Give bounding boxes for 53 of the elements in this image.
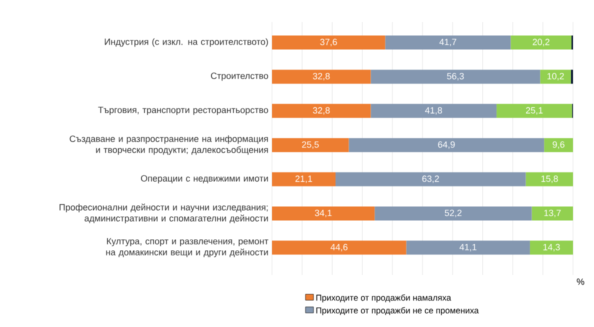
data-label: 37,6 <box>320 38 337 46</box>
bar <box>530 240 574 255</box>
data-label: 41,1 <box>460 244 476 252</box>
bar <box>370 104 497 118</box>
bar <box>526 172 574 186</box>
data-label: 44,6 <box>330 244 348 252</box>
bar <box>406 240 530 255</box>
data-label: 13,7 <box>544 210 561 218</box>
data-label: 25,5 <box>302 141 319 149</box>
data-label: 21,1 <box>295 176 312 183</box>
y-tick-label: Строителство <box>210 72 268 81</box>
data-label: 41,7 <box>439 38 456 46</box>
bar <box>385 36 511 50</box>
bar <box>272 70 371 84</box>
legend-label: Приходите от продажби не се промениха <box>316 307 479 316</box>
x-axis-title: % <box>576 278 584 285</box>
y-tick-label: Професионални дейности и научни изследвания; административни и спомагателни дейности <box>60 204 268 224</box>
bar <box>272 206 375 220</box>
data-label: 52,2 <box>444 210 462 218</box>
y-tick-label: Култура, спорт и развлечения, ремонт на домакински вещи и други дейности <box>106 238 268 258</box>
bar <box>540 70 571 84</box>
bar <box>272 172 336 186</box>
data-label: 34,1 <box>314 210 332 218</box>
data-label: 25,1 <box>526 107 543 115</box>
bar <box>272 138 349 152</box>
bar <box>510 36 572 50</box>
data-label: 41,8 <box>425 107 442 115</box>
data-label: 56,3 <box>447 72 464 80</box>
y-tick-label: Търговия, транспорти ресторантьорство <box>98 106 268 115</box>
bar <box>374 206 532 220</box>
data-label: 14,3 <box>543 244 560 252</box>
bar <box>496 104 572 118</box>
bar <box>570 70 574 84</box>
legend-label: Приходите от продажби намаляха <box>316 294 452 302</box>
bar <box>370 70 540 84</box>
data-label: 20,2 <box>532 38 550 46</box>
bar <box>272 104 371 118</box>
bar <box>348 138 544 152</box>
y-tick-label: Създаване и разпространение на информация и творчески продукти; далекосъобщения <box>70 135 268 155</box>
data-label: 32,8 <box>312 107 330 115</box>
bar <box>272 36 386 50</box>
data-label: 64,9 <box>438 141 455 149</box>
y-tick-label: Операции с недвижими имоти <box>141 175 268 184</box>
bar <box>544 138 574 152</box>
data-label: 32,8 <box>312 72 330 80</box>
data-label: 10,2 <box>547 72 564 80</box>
bar <box>272 240 406 255</box>
bar <box>532 206 574 220</box>
y-tick-label: Индустрия (с изкл. на строителството) <box>104 38 268 47</box>
bar <box>336 172 526 186</box>
data-label: 63,2 <box>422 176 439 183</box>
data-label: 15,8 <box>541 176 558 183</box>
data-label: 9,6 <box>552 141 564 149</box>
